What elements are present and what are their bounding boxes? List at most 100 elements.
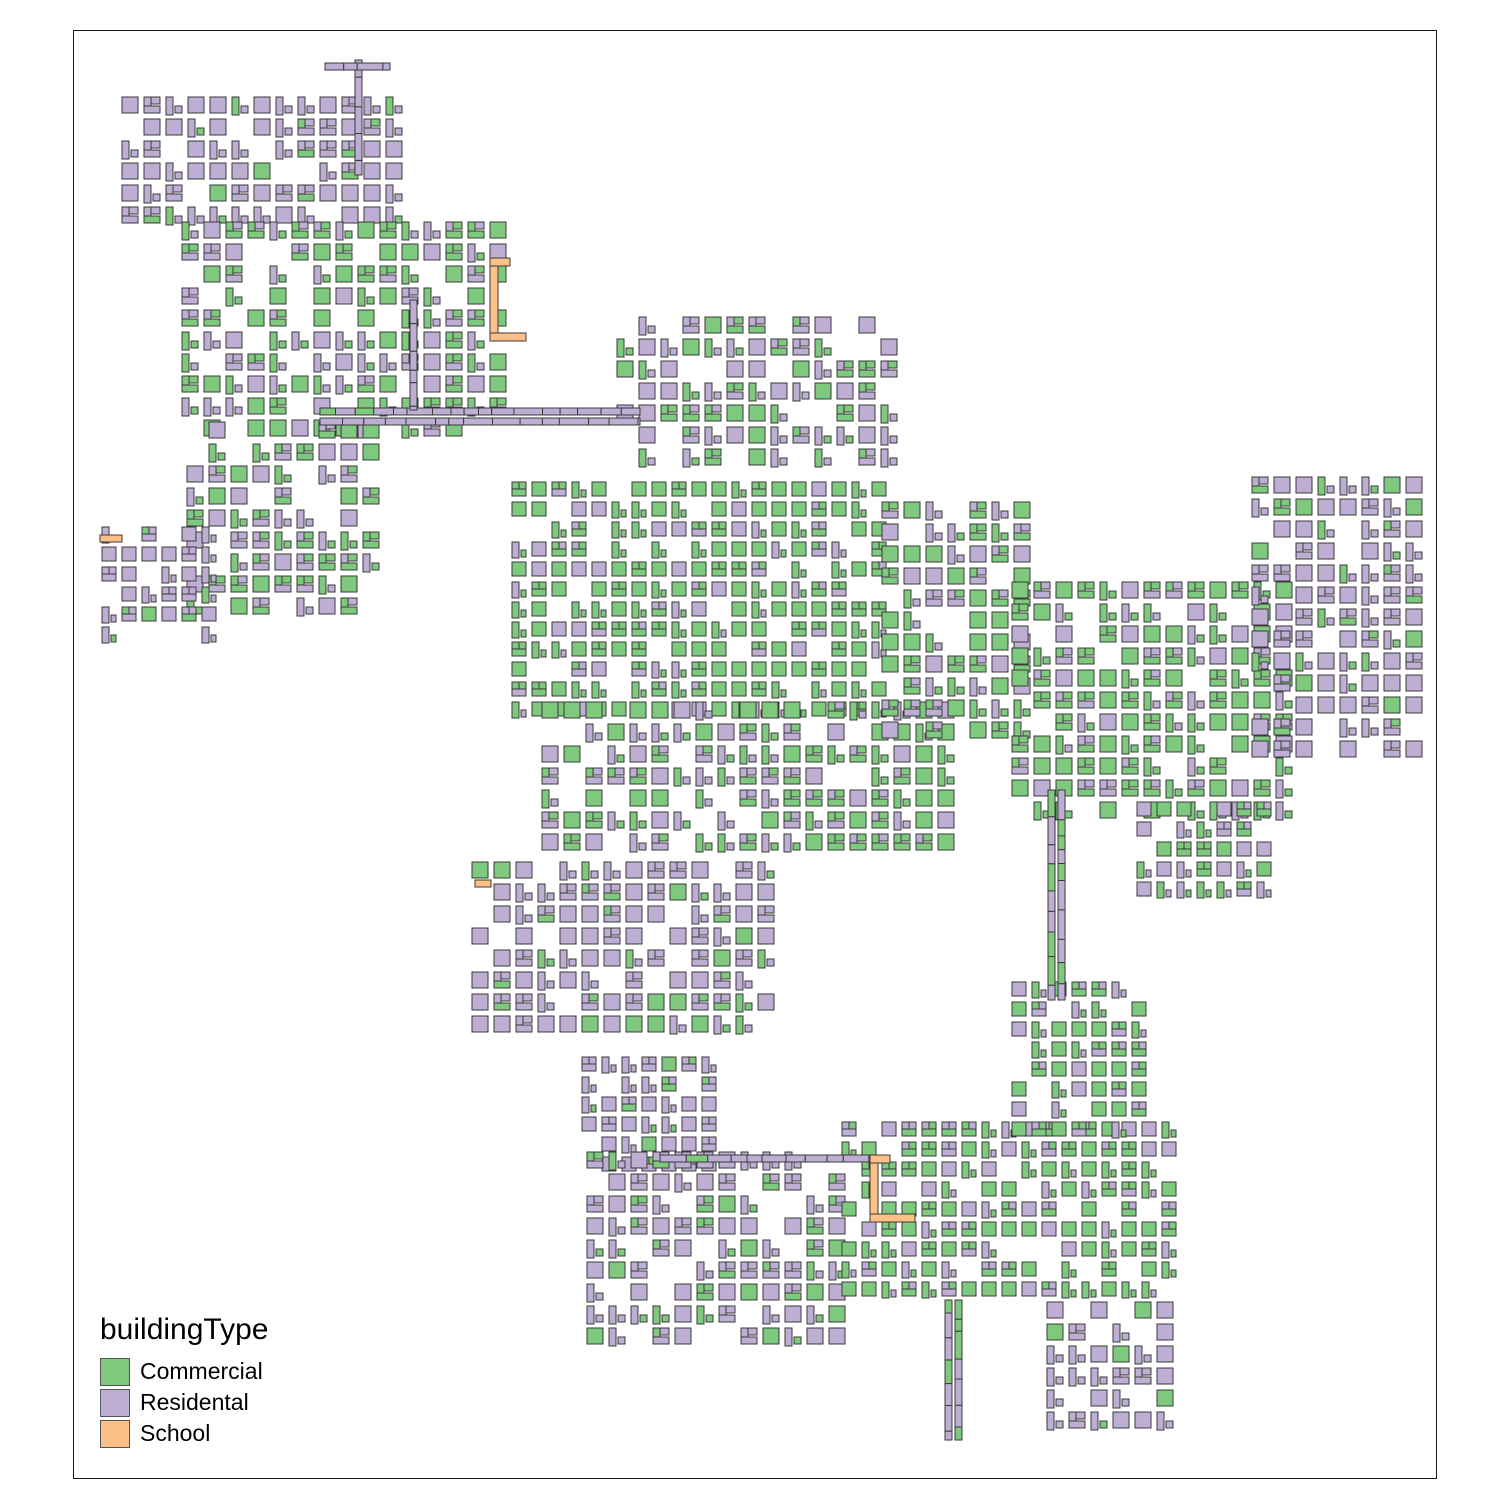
building-757: [691, 541, 700, 559]
building-322: [212, 406, 221, 415]
building-292: [467, 353, 476, 373]
building-2534: [1091, 1081, 1107, 1097]
building-620: [770, 404, 779, 424]
building-873: [611, 628, 627, 637]
building-2461: [1021, 1281, 1037, 1297]
building-1833: [735, 870, 753, 879]
building-2468: [1090, 1289, 1097, 1298]
building-390: [340, 474, 358, 483]
building-2183: [630, 1283, 648, 1301]
building-902: [540, 649, 547, 658]
building-1493: [1099, 713, 1117, 731]
building-2543: [1111, 1101, 1127, 1117]
building-645: [858, 426, 876, 444]
building-2133: [696, 1226, 714, 1235]
building-90: [231, 193, 249, 202]
building-746: [531, 541, 547, 557]
building-281: [357, 353, 366, 373]
building-1856: [700, 892, 709, 901]
building-1609: [1260, 507, 1269, 516]
building-2458: [961, 1281, 977, 1297]
building-2560: [1156, 1301, 1174, 1319]
building-1979: [625, 1015, 643, 1033]
building-709: [791, 501, 807, 517]
building-1955: [603, 993, 621, 1011]
building-1064: [541, 745, 559, 763]
building-410: [252, 518, 270, 527]
building-697: [591, 501, 607, 517]
building-924: [851, 641, 867, 657]
building-1327: [969, 677, 978, 697]
building-1219: [827, 842, 845, 851]
building-29: [275, 118, 284, 138]
building-2596: [1046, 1411, 1055, 1431]
building-118: [262, 215, 271, 224]
building-938: [680, 669, 687, 678]
building-2103: [586, 1204, 604, 1213]
building-1020: [563, 701, 581, 719]
building-266: [467, 331, 476, 351]
building-378: [186, 465, 204, 483]
building-982: [831, 681, 847, 697]
building-1017: [871, 701, 880, 719]
building-1333: [881, 708, 899, 717]
building-1242: [991, 501, 1000, 521]
building-532: [210, 634, 217, 643]
building-488: [210, 534, 217, 543]
building-1273: [947, 567, 965, 585]
building-2546: [1131, 1108, 1147, 1117]
building-1863: [524, 914, 533, 923]
building-603: [836, 382, 854, 400]
building-2538: [1131, 1081, 1147, 1097]
building-1113: [717, 767, 726, 787]
building-500: [101, 573, 117, 582]
building-1520: [1121, 735, 1130, 755]
building-1216: [805, 833, 823, 851]
building-1432: [1187, 647, 1196, 667]
building-570: [616, 360, 634, 378]
building-2635: [558, 417, 590, 426]
building-823: [771, 581, 787, 597]
building-723: [631, 521, 640, 539]
building-1639: [1392, 551, 1401, 560]
building-2627: [384, 417, 407, 426]
building-1792: [1185, 869, 1192, 878]
building-194: [357, 274, 375, 283]
building-2312: [1041, 1161, 1057, 1177]
building-169: [291, 252, 309, 261]
building-1365: [1099, 581, 1108, 601]
building-1969: [757, 993, 775, 1011]
building-2218: [617, 1336, 626, 1345]
building-2260: [1141, 1121, 1157, 1137]
building-1684: [1370, 617, 1379, 626]
building-1245: [881, 523, 899, 541]
building-480: [340, 606, 358, 615]
building-621: [779, 413, 788, 422]
building-102: [394, 193, 403, 202]
building-761: [751, 541, 767, 557]
building-1329: [991, 677, 1009, 695]
building-1178: [761, 811, 779, 829]
building-2591: [1055, 1398, 1064, 1407]
building-2214: [815, 1314, 824, 1323]
building-236: [423, 309, 432, 329]
building-477: [318, 597, 336, 615]
building-2209: [718, 1314, 736, 1323]
building-1774: [1216, 828, 1232, 837]
building-1324: [934, 686, 943, 695]
building-1651: [1348, 573, 1357, 582]
building-1665: [1339, 586, 1357, 604]
building-440: [274, 553, 292, 571]
building-1602: [1339, 476, 1348, 496]
building-1410: [1196, 634, 1205, 643]
building-1512: [1011, 744, 1029, 753]
building-2390: [1121, 1221, 1137, 1237]
building-1890: [625, 927, 643, 945]
building-753: [611, 541, 620, 559]
building-276: [269, 353, 278, 373]
building-2609: [354, 407, 375, 416]
building-1821: [603, 861, 612, 881]
building-71: [209, 162, 227, 180]
building-2473: [1150, 1289, 1157, 1298]
building-324: [234, 406, 243, 415]
